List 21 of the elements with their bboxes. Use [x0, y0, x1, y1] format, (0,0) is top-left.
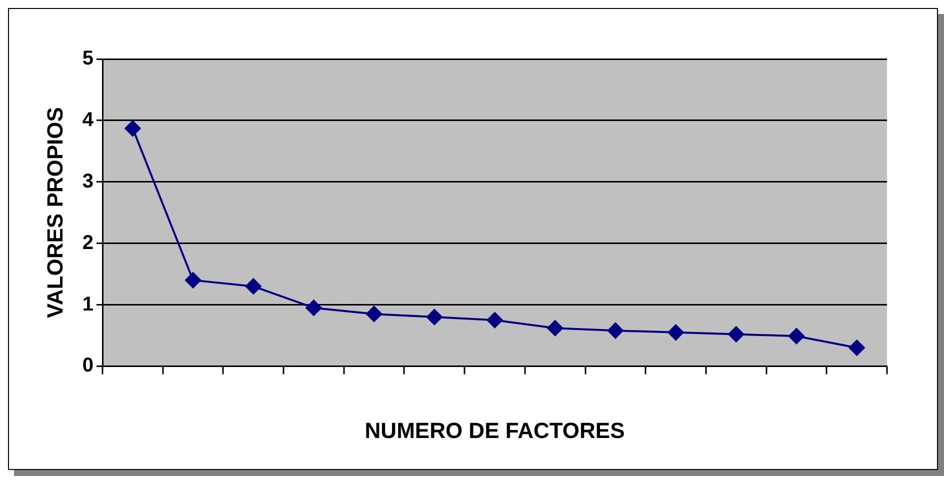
point [185, 272, 202, 288]
point [668, 324, 684, 340]
point [124, 120, 141, 136]
point [848, 340, 865, 356]
point [728, 326, 744, 342]
y-tick-label: 1 [82, 293, 94, 316]
point [486, 312, 503, 328]
point [306, 300, 322, 316]
point [366, 306, 382, 322]
y-axis-title: VALORES PROPIOS [42, 107, 68, 318]
y-tick-label: 4 [82, 108, 94, 131]
point [426, 309, 442, 326]
point [547, 320, 564, 336]
y-tick-label: 0 [82, 354, 94, 377]
y-tick-label: 3 [82, 170, 94, 192]
y-tick-label: 5 [82, 48, 94, 70]
point [245, 278, 262, 294]
y-tick-label: 2 [82, 232, 94, 254]
point [788, 328, 804, 344]
x-axis-title: NUMERO DE FACTORES [364, 418, 625, 443]
point [607, 322, 624, 339]
